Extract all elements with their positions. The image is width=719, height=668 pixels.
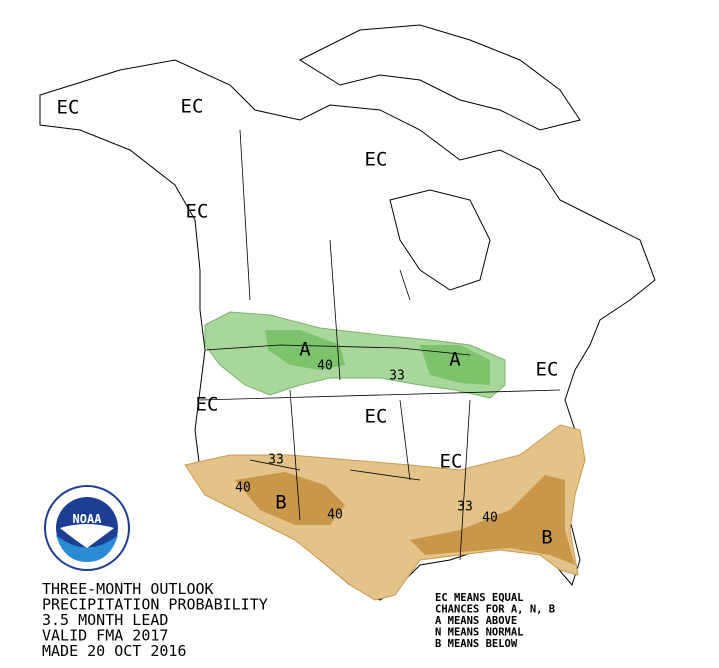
map-label: EC <box>186 201 209 223</box>
legend-line: A MEANS ABOVE <box>435 615 517 627</box>
legend-line: B MEANS BELOW <box>435 638 518 650</box>
title-line: MADE 20 OCT 2016 <box>42 642 187 660</box>
noaa-logo: NOAA <box>44 485 130 571</box>
below-normal-area <box>184 424 586 601</box>
map-label: 33 <box>268 453 284 468</box>
above-normal-40 <box>265 330 490 385</box>
map-label: 33 <box>457 500 473 515</box>
legend-line: EC MEANS EQUAL <box>435 592 524 604</box>
title-line: THREE-MONTH OUTLOOK <box>42 580 214 598</box>
map-label: EC <box>440 451 463 473</box>
title-line: 3.5 MONTH LEAD <box>42 611 168 629</box>
coastline <box>39 59 656 601</box>
coastline <box>298 24 581 131</box>
map-label: 33 <box>389 369 405 384</box>
coastline <box>389 189 491 291</box>
map-label: EC <box>196 394 219 416</box>
map-label: 40 <box>317 359 333 374</box>
map-label: 40 <box>327 508 343 523</box>
logo-text: NOAA <box>73 512 103 526</box>
legend-line: N MEANS NORMAL <box>435 627 524 639</box>
legend-line: CHANCES FOR A, N, B <box>435 604 555 616</box>
map-label: 40 <box>482 511 498 526</box>
map-label: EC <box>536 359 559 381</box>
below-normal-40 <box>235 472 575 565</box>
map-label: 40 <box>235 481 251 496</box>
map-label: EC <box>365 149 388 171</box>
map-label: A <box>449 349 461 371</box>
map-label: EC <box>57 97 80 119</box>
map-label: A <box>299 339 311 361</box>
border <box>199 129 561 561</box>
title-line: VALID FMA 2017 <box>42 627 168 645</box>
map-label: B <box>275 492 286 514</box>
map-label: EC <box>365 406 388 428</box>
map-label: B <box>541 527 552 549</box>
map-label: EC <box>181 96 204 118</box>
title-line: PRECIPITATION PROBABILITY <box>42 596 268 614</box>
